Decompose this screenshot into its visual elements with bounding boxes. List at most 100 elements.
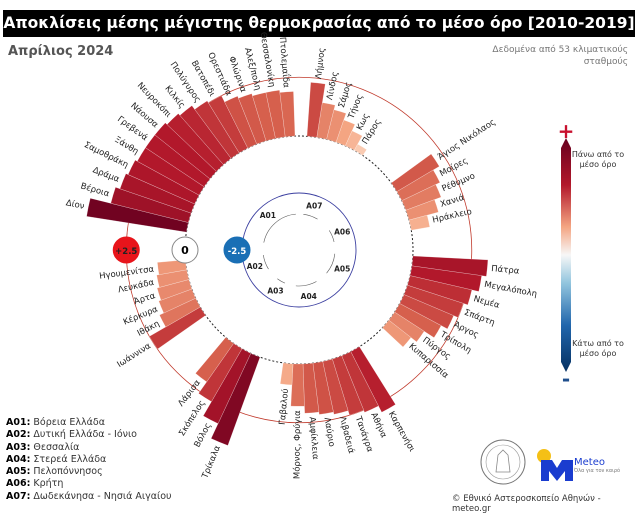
- meteo-tagline: Όλα για τον καιρό: [574, 468, 621, 474]
- legend-item: A03: Θεσσαλία: [6, 441, 80, 453]
- legend-item: A02: Δυτική Ελλάδα - Ιόνιο: [6, 429, 137, 441]
- bar-a07: [353, 143, 367, 156]
- marker-zero-label: 0: [181, 244, 189, 257]
- marker-zero: [171, 236, 199, 264]
- bar-a07: [306, 82, 326, 138]
- bar-a05: [411, 255, 489, 277]
- station-label: Αμφίκλεια: [307, 416, 320, 460]
- station-label: Γαβαλού: [277, 388, 291, 425]
- region-code-label: A06: [334, 228, 350, 237]
- region-arc: [295, 281, 317, 287]
- meteo-logo-text: Meteo Όλα για τον καιρό: [574, 457, 620, 474]
- copyright: © Εθνικό Αστεροσκοπείο Αθηνών - meteo.gr: [452, 494, 601, 514]
- marker-plus-2-5-label: +2.5: [115, 247, 137, 257]
- station-label: Μόρνος, Φρύγια: [292, 410, 304, 479]
- bar-a03: [198, 343, 243, 402]
- bar-a01: [154, 122, 217, 180]
- station-label: Χανιά: [439, 193, 466, 210]
- station-label: Πάτρα: [491, 264, 520, 277]
- bar-a01: [265, 89, 286, 139]
- marker-minus-2-5: [223, 236, 251, 264]
- bar-a02: [156, 279, 193, 301]
- bar-a07: [345, 130, 363, 151]
- bar-a06: [401, 184, 442, 211]
- region-arc: [326, 253, 336, 274]
- bar-a05: [394, 303, 442, 338]
- legend-item: A04: Στερεά Ελλάδα: [6, 453, 107, 465]
- bar-a01: [86, 197, 189, 233]
- bar-a07: [316, 102, 336, 140]
- station-label: Άγιος Νικόλαος: [436, 116, 498, 162]
- bar-a05: [409, 265, 482, 292]
- bar-a05: [388, 311, 425, 343]
- bar-a07: [335, 119, 356, 147]
- station-label: Τρίκαλα: [200, 444, 223, 481]
- legend-item: A01: Βόρεια Ελλάδα: [6, 417, 105, 428]
- bar-a06: [390, 153, 440, 192]
- bar-a06: [408, 214, 431, 231]
- bar-a03: [202, 348, 252, 424]
- bar-a04: [322, 358, 349, 415]
- bar-a01: [208, 95, 249, 154]
- marker-plus-2-5: [112, 236, 140, 264]
- bar-a01: [166, 113, 224, 172]
- station-label: Νεμέα: [472, 293, 501, 311]
- bar-a05: [403, 284, 464, 318]
- bar-a02: [156, 269, 190, 288]
- bar-a01: [194, 100, 240, 159]
- bar-a04: [290, 363, 305, 407]
- station-label: Πτολεμαΐδα: [277, 36, 293, 88]
- station-label: Δίον: [65, 198, 86, 212]
- bar-a01: [119, 173, 195, 214]
- bar-a02: [158, 288, 196, 314]
- bar-a02: [159, 297, 201, 328]
- region-code-label: A02: [247, 262, 263, 271]
- bar-a01: [127, 159, 200, 205]
- bar-a07: [326, 109, 347, 143]
- station-label: Καρπενήσι: [386, 410, 417, 454]
- bar-a03: [195, 337, 234, 383]
- bar-a01: [238, 93, 267, 145]
- bar-a05: [407, 275, 473, 306]
- region-code-label: A07: [306, 202, 322, 211]
- legend-item: A05: Πελοπόννησος: [6, 466, 103, 478]
- legend-item: A06: Κρήτη: [6, 478, 64, 490]
- station-label: Ιωάννινα: [116, 341, 154, 370]
- bar-a04: [312, 361, 334, 415]
- chart-title: Αποκλίσεις μέσης μέγιστης θερμοκρασίας α…: [3, 10, 635, 37]
- bar-a02: [157, 259, 187, 275]
- bar-a04: [279, 362, 294, 386]
- bar-a01: [279, 91, 296, 138]
- bar-a04: [350, 346, 396, 413]
- meteo-name: Meteo: [574, 457, 605, 468]
- region-arc: [328, 230, 335, 242]
- station-label: Λίνδος: [325, 71, 341, 101]
- colorbar-plus: +: [558, 119, 575, 143]
- bar-a04: [341, 351, 379, 413]
- bar-a01: [224, 95, 258, 149]
- colorbar-bottom-label: Κάτω από το μέσο όρο: [572, 339, 624, 358]
- colorbar-gradient: [561, 138, 571, 372]
- bar-a04: [302, 362, 320, 414]
- meteo-logo: [537, 449, 573, 481]
- station-label: Λήμνος: [314, 47, 328, 79]
- region-legend: A01: Βόρεια Ελλάδα A02: Δυτική Ελλάδα - …: [6, 417, 172, 503]
- region-arc: [303, 213, 318, 220]
- station-label: Ξάνθη: [112, 135, 140, 157]
- region-code-label: A01: [260, 211, 276, 220]
- month-label: Απρίλιος 2024: [8, 44, 114, 59]
- bar-a06: [396, 169, 441, 202]
- bar-a05: [399, 294, 454, 330]
- marker-minus-2-5-label: -2.5: [228, 247, 247, 257]
- region-code-label: A03: [267, 287, 283, 296]
- region-arc: [277, 278, 286, 284]
- source-note: Δεδομένα από 53 κλιματικούς σταθμούς: [492, 45, 628, 67]
- bar-a06: [405, 199, 439, 221]
- bar-a03: [210, 353, 261, 446]
- legend-item: A07: Δωδεκάνησα - Νησιά Αιγαίου: [6, 490, 172, 502]
- station-label: Βέροια: [79, 180, 111, 199]
- region-code-label: A04: [301, 292, 317, 301]
- bar-a05: [382, 319, 412, 348]
- bar-a01: [179, 105, 232, 165]
